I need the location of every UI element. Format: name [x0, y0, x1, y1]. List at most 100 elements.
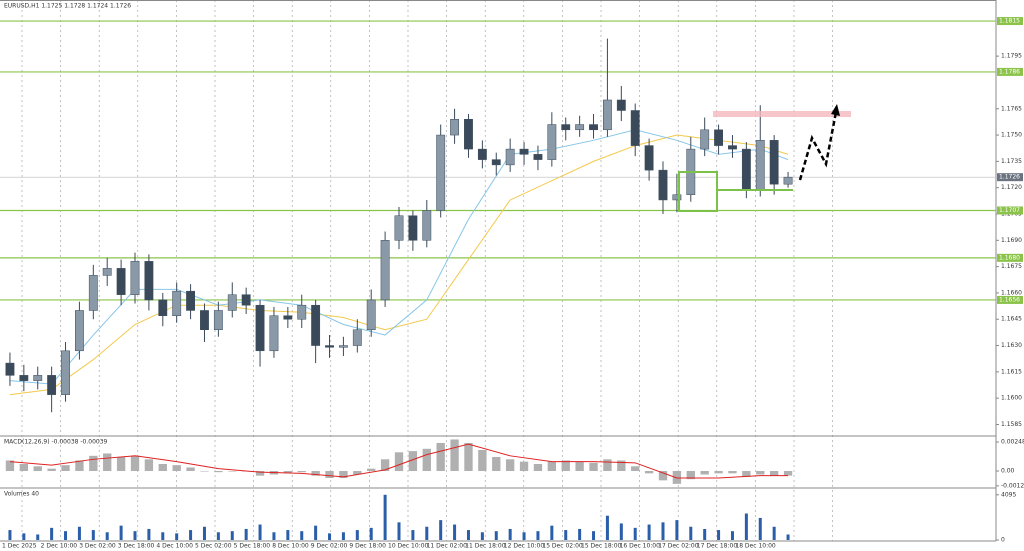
volume-bar	[50, 527, 54, 540]
last-price-label: 1.1726	[999, 174, 1020, 181]
volume-bar	[383, 494, 387, 540]
y-tick-label: 4095	[1001, 491, 1016, 498]
candle-body	[589, 124, 598, 131]
plot: 1.17951.17651.17501.17351.17201.17051.16…	[0, 17, 1024, 550]
volume-bar	[744, 513, 748, 540]
y-tick-label: 1.1660	[1001, 289, 1022, 296]
volume-bar	[453, 524, 457, 540]
macd-title: MACD(12,26,9) -0.00038 -0.00039	[4, 439, 108, 446]
moving-average	[9, 134, 789, 396]
candle-body	[88, 275, 98, 311]
volume-bar	[425, 526, 429, 540]
volume-bar	[689, 526, 693, 540]
candle-body	[741, 148, 751, 190]
macd-bar	[728, 470, 737, 474]
volume-bar	[147, 528, 151, 540]
volume-bar	[230, 531, 234, 540]
volume-bar	[578, 528, 582, 540]
y-tick-label: 1.1645	[1001, 316, 1022, 323]
y-tick-label: 1.1720	[1001, 184, 1022, 191]
macd-bar	[325, 470, 334, 479]
macd-bar	[5, 460, 15, 471]
x-tick-label: 9 Dec 18:00	[349, 543, 386, 550]
level-label: 1.1680	[999, 254, 1020, 261]
volume-bar	[508, 528, 512, 540]
macd-bar	[283, 470, 293, 474]
volume-bar	[466, 530, 470, 540]
candle-body	[505, 148, 515, 166]
macd-bar	[533, 463, 543, 471]
volume-bar	[536, 531, 540, 540]
macd-bar	[547, 461, 557, 471]
macd-bar	[158, 463, 167, 471]
level-label-box	[997, 295, 1023, 304]
candle-body	[339, 345, 348, 348]
macd-bar	[75, 460, 84, 471]
candle-body	[61, 350, 70, 395]
x-tick-label: 2 Dec 10:00	[41, 543, 78, 550]
x-tick-label: 8 Dec 10:00	[272, 543, 309, 550]
candle-body	[158, 299, 168, 316]
x-tick-label: 16 Dec 10:00	[620, 543, 661, 550]
candle-body	[714, 129, 723, 146]
candle-body	[533, 154, 543, 160]
macd-bar	[658, 470, 668, 481]
macd-bar	[47, 468, 56, 471]
candle-body	[227, 294, 237, 311]
candle-body	[728, 145, 737, 150]
macd-bar	[144, 459, 154, 471]
volume-bar	[730, 531, 734, 540]
macd-bar	[33, 466, 42, 471]
candle-body	[394, 215, 404, 241]
y-tick-label: 1.1765	[1001, 105, 1022, 112]
macd-bar	[367, 468, 376, 471]
volume-bar	[564, 530, 568, 540]
y-tick-label: 1.1750	[1001, 132, 1022, 139]
level-label: 1.1707	[999, 207, 1020, 214]
x-tick-label: 3 Dec 02:00	[79, 543, 116, 550]
macd-bar	[408, 451, 418, 471]
macd-bar	[214, 470, 223, 473]
volume-bar	[189, 530, 193, 540]
y-tick-label: 1.1795	[1001, 53, 1022, 60]
candle-body	[186, 290, 195, 311]
y-tick-label: -0.00127	[1001, 482, 1024, 489]
candle-body	[408, 215, 418, 241]
candle-body	[33, 375, 43, 381]
candle-body	[47, 375, 57, 395]
volume-bar	[300, 531, 304, 540]
candle-body	[422, 210, 432, 241]
volume-bar	[397, 522, 401, 540]
candle-body	[630, 110, 640, 146]
candle-body	[311, 304, 321, 346]
volume-bar	[605, 515, 609, 540]
x-tick-label: 15 Dec 18:00	[581, 543, 622, 550]
volume-bar	[592, 531, 596, 540]
volume-bar	[480, 532, 484, 540]
last-price-box	[997, 173, 1023, 182]
candle-body	[519, 148, 529, 155]
macd-bar	[505, 459, 515, 471]
volume-bar	[8, 530, 12, 540]
candle-body	[200, 310, 209, 331]
candle-body	[603, 99, 612, 131]
volume-bar	[314, 525, 318, 540]
y-tick-label: 1.1600	[1001, 395, 1022, 402]
candle-body	[213, 310, 223, 331]
candle-body	[464, 119, 473, 150]
macd-bar	[311, 470, 320, 476]
level-label: 1.1786	[999, 68, 1020, 75]
candle-body	[19, 375, 29, 381]
candle-body	[297, 304, 307, 320]
candle-body	[241, 294, 251, 306]
volume-bar	[328, 533, 332, 540]
volume-bar	[550, 525, 554, 540]
macd-bar	[422, 448, 431, 471]
candle-body	[491, 159, 501, 166]
volume-bar	[272, 532, 276, 540]
volume-bar	[411, 530, 415, 540]
candle-body	[700, 129, 710, 150]
volume-bar	[661, 522, 665, 540]
candle-body	[755, 140, 765, 190]
